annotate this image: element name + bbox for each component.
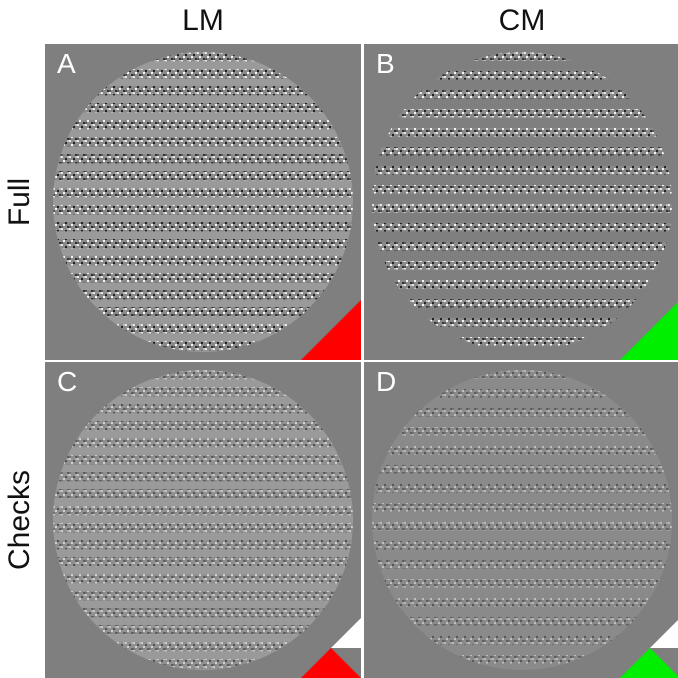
grating-image-b: [372, 52, 678, 360]
color-triangle-icon: [301, 300, 361, 360]
grating-disc: [53, 52, 353, 352]
panel-letter-c: C: [57, 366, 78, 397]
column-label-cm: CM: [498, 4, 546, 37]
panel-d: D: [364, 362, 678, 678]
color-triangle-icon: [301, 648, 361, 678]
color-triangle-icon: [620, 302, 678, 360]
white-check-triangle-icon: [650, 620, 678, 648]
grating-disc: [372, 370, 672, 670]
panel-b: B: [364, 44, 678, 360]
panel-letter-a: A: [57, 48, 76, 79]
panel-c: C: [45, 362, 361, 678]
panel-letter-d: D: [376, 366, 397, 397]
color-triangle-icon: [620, 648, 678, 678]
grating-image-a: [53, 52, 361, 360]
panel-letter-b: B: [376, 48, 395, 79]
grating-image-c: [53, 370, 361, 678]
grating-disc: [372, 52, 672, 352]
grating-disc: [53, 370, 353, 670]
panel-a: A: [45, 44, 361, 360]
row-label-checks: Checks: [3, 469, 37, 571]
grating-image-d: [372, 370, 678, 678]
column-label-lm: LM: [182, 4, 224, 37]
white-check-triangle-icon: [331, 618, 361, 648]
row-label-full: Full: [3, 177, 36, 227]
